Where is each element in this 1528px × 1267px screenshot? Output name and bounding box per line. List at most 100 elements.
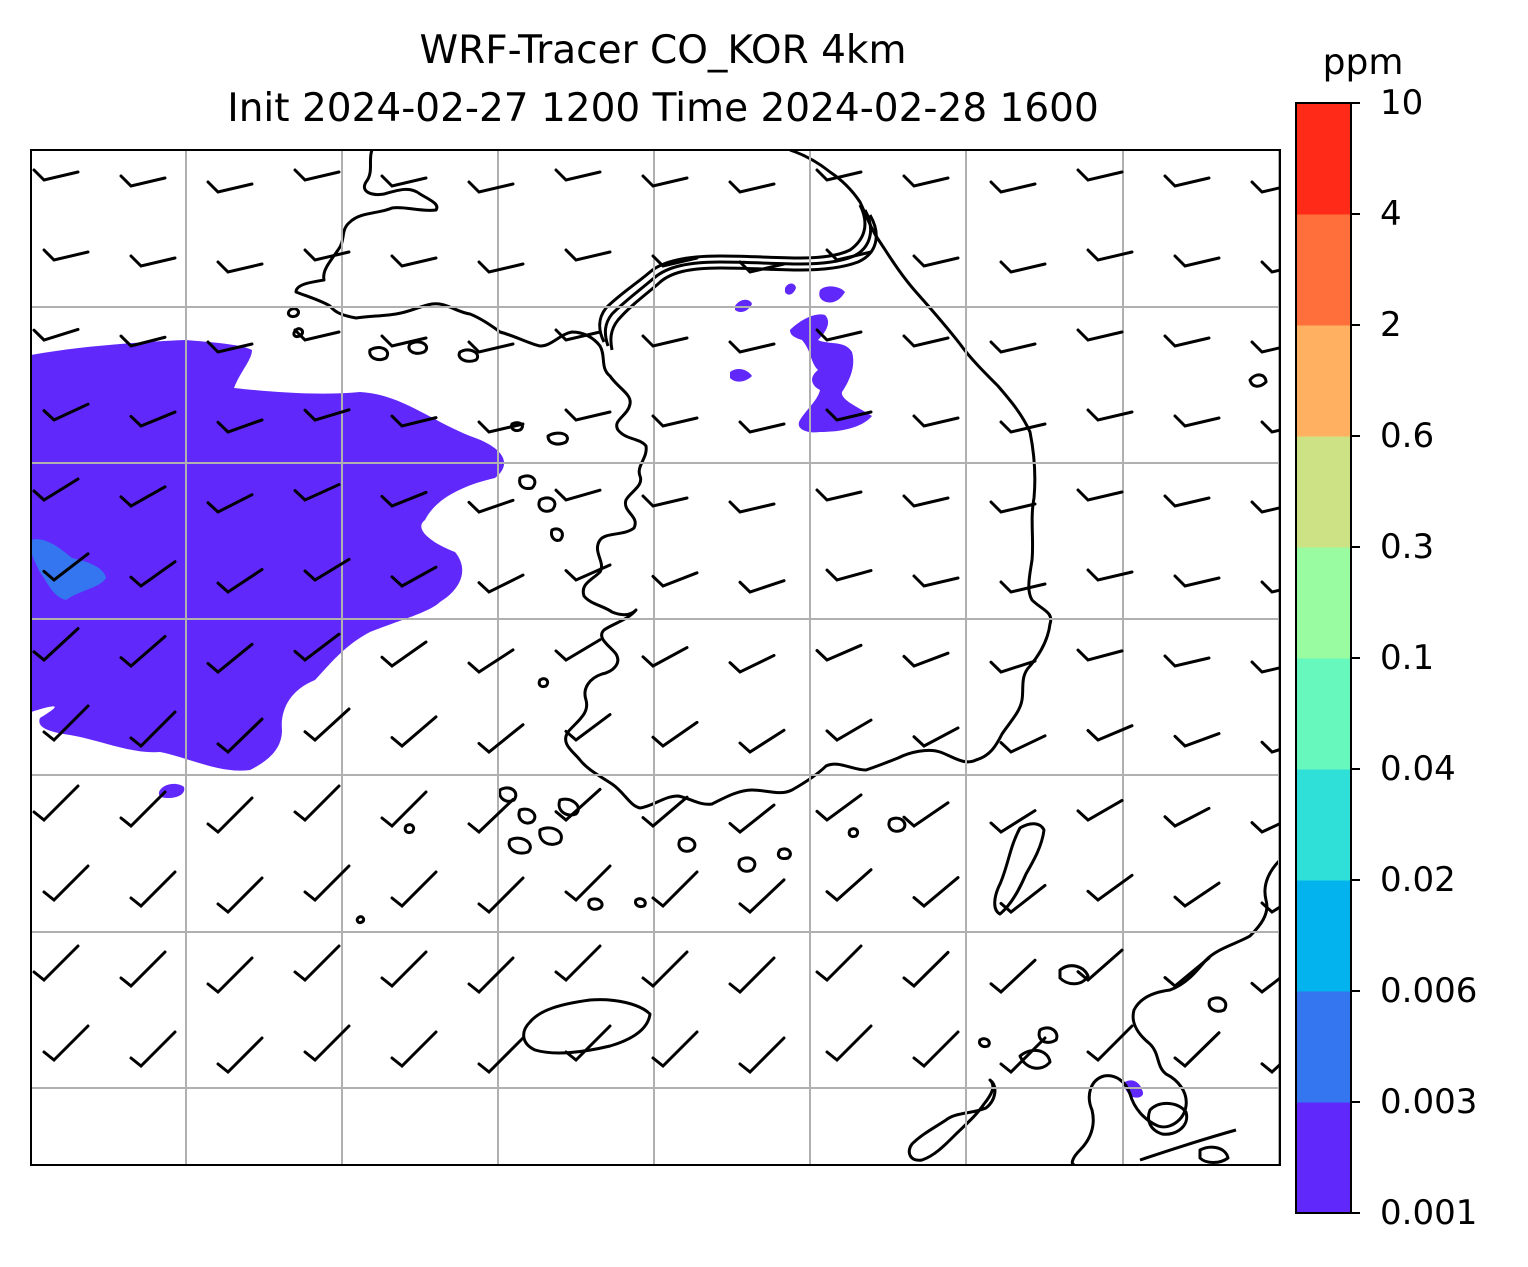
wind-barb [989,958,1037,994]
wind-barb [206,180,254,194]
wind-barb [216,418,264,434]
wind-barb [1076,798,1124,822]
colorbar-tick-label: 0.02 [1380,860,1456,900]
wind-barb [303,864,351,903]
wind-barb [1086,724,1134,742]
wind-barb [815,793,863,822]
wind-barb [303,1024,351,1063]
wind-barb [641,334,689,348]
wind-barb [738,420,786,434]
wind-barb [1260,580,1280,594]
wind-barb [989,180,1037,194]
wind-barb [1076,168,1124,182]
wind-barb [303,248,351,262]
wind-barb [989,340,1037,354]
wind-barb [129,410,177,428]
wind-barb [912,1030,960,1069]
wind-barb [390,414,438,428]
wind-barb [1173,414,1221,428]
wind-barb [554,944,602,983]
wind-barb [641,494,689,508]
wind-barb [32,477,80,502]
colorbar-tick-label: 0.04 [1380,749,1456,789]
wind-barb [564,864,612,903]
map-frame [30,149,1281,1166]
coastline-jeju [522,998,652,1055]
wind-barb [564,1024,612,1063]
wind-barb [1163,494,1211,508]
wind-barb [119,950,167,989]
wind-barb [728,500,776,514]
wind-barb [1260,740,1280,754]
wind-barb [129,560,177,588]
wind-barb [293,168,341,182]
wind-barb [1173,881,1221,908]
wind-barb [42,704,90,743]
colorbar-segment [1296,880,1351,992]
wind-barb [641,174,689,188]
wind-barb [42,402,90,422]
wind-barb [554,168,602,182]
wind-barb [477,260,525,274]
wind-barb [1086,1024,1134,1063]
tracer-plume-east-b [819,286,845,303]
wind-barb [564,248,612,262]
wind-barb [651,414,699,428]
wind-barb [1250,500,1280,514]
wind-barb [989,500,1037,514]
wind-barb [293,632,341,662]
wind-barb [42,864,90,903]
colorbar-segment [1296,769,1351,881]
wind-barb [1086,248,1134,262]
wind-barb [32,784,80,823]
wind-barb [1163,956,1211,988]
wind-barb [738,728,786,754]
wind-barb [477,1036,525,1075]
wind-barb [119,334,167,348]
wind-barb [728,180,776,194]
wind-barb [641,950,689,989]
wind-barb [912,726,960,748]
colorbar-unit-label: ppm [1322,42,1404,83]
wind-barb [380,490,428,508]
colorbar [1295,102,1360,1214]
colorbar-tick-label: 2 [1380,305,1402,345]
wind-barb [1260,1062,1280,1074]
wind-barb [380,174,428,188]
wind-barb [825,248,873,262]
colorbar-segment [1296,103,1351,215]
wind-barb [467,956,515,995]
wind-barb [1163,654,1211,668]
colorbar-tick-label: 10 [1380,83,1424,123]
wind-barb [477,876,525,915]
wind-barb [999,883,1047,914]
wind-barb [380,640,428,668]
colorbar-segment [1296,214,1351,326]
wind-barb [380,790,428,829]
wind-barb [216,568,264,594]
wind-barb [728,340,776,354]
map-title-line2: Init 2024-02-27 1200 Time 2024-02-28 160… [227,86,1099,131]
wind-barb [651,1030,699,1069]
wind-barb [206,340,254,354]
colorbar-segment [1296,658,1351,770]
wind-barb [641,795,689,828]
wind-barb [1076,328,1124,342]
wind-barb [1260,420,1280,434]
wind-barb [467,340,515,354]
tracer-plume-east-d [735,299,752,312]
wind-barb [825,868,873,902]
wind-barb [293,483,341,502]
wind-barb [1250,821,1280,834]
wind-barb [989,809,1037,834]
colorbar-tick-label: 0.1 [1380,638,1435,678]
wind-barb [206,956,254,995]
wind-barb [815,643,863,662]
wind-barb [303,557,351,582]
wind-barb [815,168,863,182]
coastlines [286,150,1280,1165]
wind-barb [902,950,950,989]
wind-barb [1173,254,1221,268]
wind-barb [902,174,950,188]
